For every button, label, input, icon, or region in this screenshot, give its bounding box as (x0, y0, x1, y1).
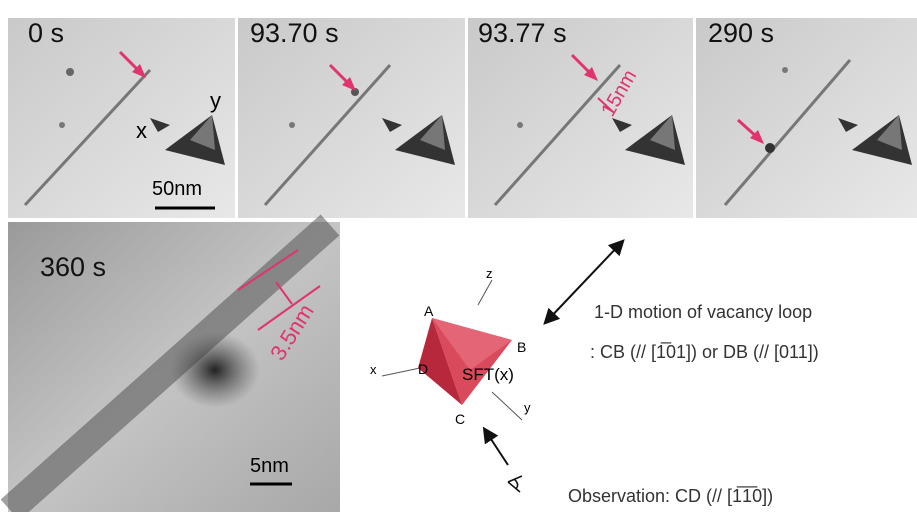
axis-label: x (370, 362, 377, 377)
motion-text: 1-D motion of vacancy loop (594, 302, 812, 322)
sft-label: SFT(x) (462, 365, 514, 384)
axis-label: y (524, 400, 531, 415)
figure: 0 s x y 50nm 93.70 s 93.77 s 15nm 290 s … (0, 0, 917, 512)
vertex-label: B (517, 339, 526, 355)
tem-panel: 93.70 s (238, 18, 465, 218)
scale-label: 5nm (250, 455, 289, 477)
defect-label: x (136, 118, 147, 143)
defect-label: y (210, 88, 221, 113)
tem-panel: 290 s (696, 18, 917, 218)
vertex-label: C (455, 411, 465, 427)
tem-panel: 360 s 3.5nm 5nm (8, 222, 340, 512)
time-label: 93.70 s (250, 18, 339, 48)
sft-diagram: z x y A B D C SFT(x) 1-D motion of vacan… (370, 242, 819, 506)
axis-label: z (486, 266, 493, 281)
time-label: 93.77 s (478, 18, 567, 48)
time-label: 360 s (40, 252, 106, 282)
observation-text: Observation: CD (// [1̅1̅0]) (568, 486, 773, 506)
time-label: 290 s (708, 18, 774, 48)
scale-label: 50nm (152, 178, 202, 200)
motion-text: : CB (// [1̅01]) or DB (// [011]) (590, 342, 819, 362)
tem-panel: 93.77 s 15nm (468, 18, 693, 218)
tem-panel: 0 s x y 50nm (8, 18, 235, 218)
vertex-label: D (418, 361, 428, 377)
vertex-label: A (424, 303, 434, 319)
time-label: 0 s (28, 18, 64, 48)
